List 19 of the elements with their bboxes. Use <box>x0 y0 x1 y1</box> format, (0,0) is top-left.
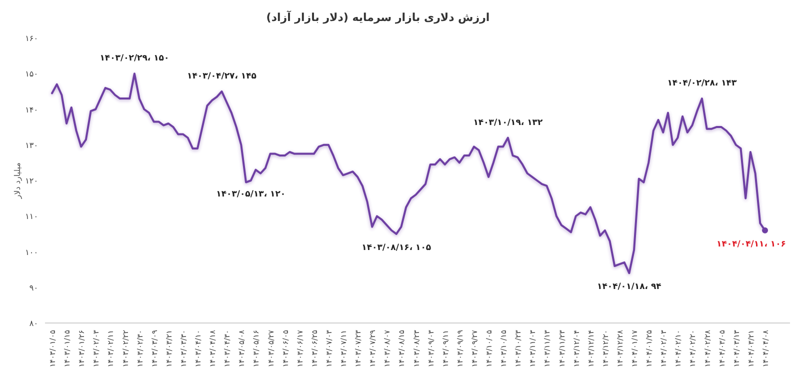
y-axis-title: میلیارد دلار <box>13 162 22 200</box>
data-label: ۱۴۰۴/۰۲/۲۸، ۱۴۳ <box>667 78 738 89</box>
data-label: ۱۴۰۳/۱۰/۱۹، ۱۳۲ <box>473 118 544 128</box>
chart-title: ارزش دلاری بازار سرمایه (دلار بازار آزاد) <box>266 10 490 24</box>
y-tick-label: ۱۵۰ <box>25 70 38 79</box>
y-tick-label: ۹۰ <box>29 283 38 292</box>
data-label: ۱۴۰۳/۰۵/۱۳، ۱۲۰ <box>216 190 286 200</box>
y-tick-label: ۸۰ <box>29 319 38 328</box>
data-label: ۱۴۰۳/۰۲/۲۹، ۱۵۰ <box>100 54 170 64</box>
data-label: ۱۴۰۴/۰۴/۱۱، ۱۰۶ <box>716 239 786 250</box>
y-tick-label: ۱۳۰ <box>25 140 38 150</box>
data-label: ۱۴۰۴/۰۱/۱۸، ۹۴ <box>597 282 662 292</box>
data-label: ۱۴۰۳/۰۴/۲۷، ۱۴۵ <box>187 71 256 82</box>
y-tick-label: ۱۰۰ <box>25 248 38 257</box>
y-tick-label: ۱۱۰ <box>25 212 38 222</box>
data-label: ۱۴۰۳/۰۸/۱۶، ۱۰۵ <box>362 242 432 253</box>
y-tick-label: ۱۴۰ <box>25 105 38 114</box>
y-tick-label: ۱۲۰ <box>25 176 38 186</box>
y-tick-label: ۱۶۰ <box>25 34 38 43</box>
